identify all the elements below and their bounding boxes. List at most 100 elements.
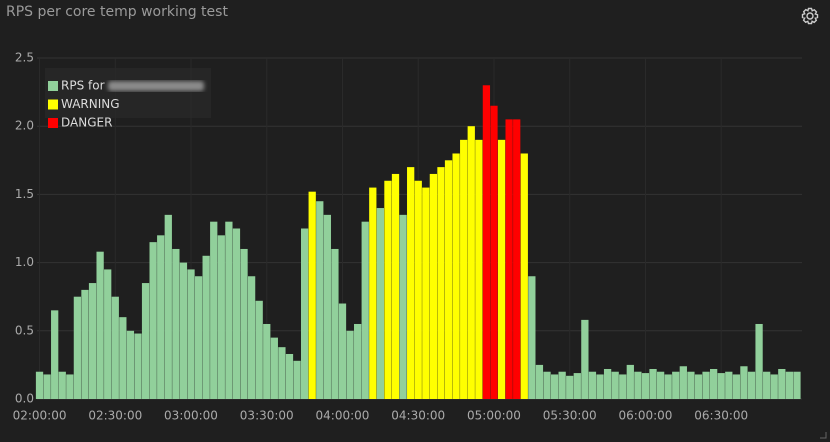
bar (232, 228, 241, 399)
bar (391, 173, 400, 399)
bar (558, 371, 566, 399)
bar (596, 374, 604, 399)
bar (709, 368, 718, 399)
bar (482, 85, 491, 399)
bar (225, 221, 233, 399)
bar (346, 330, 354, 399)
bar (656, 371, 665, 399)
bar (626, 364, 634, 399)
bar (429, 173, 438, 399)
bar (763, 371, 771, 399)
bar (452, 153, 460, 399)
bar (331, 248, 339, 399)
bar (573, 373, 581, 399)
bar (755, 323, 763, 399)
bar (588, 371, 597, 399)
bar (263, 323, 271, 399)
bar (210, 221, 218, 399)
bar (285, 353, 294, 399)
legend-label: WARNING (61, 97, 120, 111)
x-tick-label: 02:30:00 (88, 409, 142, 423)
bar (104, 269, 112, 399)
legend-swatch (48, 81, 58, 91)
bar (490, 105, 498, 400)
bar (316, 201, 324, 399)
bar (300, 228, 309, 399)
bar (58, 371, 66, 399)
bar (323, 214, 331, 399)
bar (247, 276, 256, 399)
x-tick-label: 05:00:00 (467, 409, 521, 423)
y-tick-label: 0.5 (15, 323, 34, 337)
y-tick-label: 0.0 (15, 392, 34, 406)
bar (399, 214, 407, 399)
bar (641, 373, 650, 399)
bar (694, 374, 703, 399)
bar (611, 371, 619, 399)
bar (566, 375, 574, 399)
bar (679, 366, 687, 399)
bar (240, 248, 248, 399)
bar (149, 242, 157, 399)
bar (543, 371, 551, 399)
bar (88, 283, 97, 399)
bar (747, 371, 756, 399)
bar (603, 368, 612, 399)
bar (793, 371, 801, 399)
bar (376, 208, 385, 399)
bar (422, 187, 430, 399)
bar (740, 366, 748, 399)
bar (649, 368, 657, 399)
x-tick-label: 06:00:00 (619, 409, 673, 423)
legend-label: DANGER (61, 116, 112, 130)
bar (202, 255, 210, 399)
bar (444, 160, 453, 399)
bar (770, 374, 778, 399)
bar (217, 235, 225, 399)
y-tick-label: 2.5 (15, 51, 34, 65)
legend-box (45, 68, 211, 118)
bar (361, 221, 369, 399)
y-tick-label: 1.5 (15, 187, 34, 201)
bar (141, 283, 150, 399)
bar (672, 371, 680, 399)
legend-swatch (48, 99, 58, 110)
bar (81, 289, 89, 399)
bar (338, 303, 347, 399)
bar (460, 139, 468, 399)
bar (687, 371, 695, 399)
bar (785, 371, 794, 399)
bar (308, 191, 316, 399)
bar (111, 296, 119, 399)
bar (119, 317, 127, 399)
bar (528, 276, 536, 399)
bar (51, 310, 59, 399)
bar (664, 374, 672, 399)
x-tick-label: 03:00:00 (164, 409, 218, 423)
bar (513, 119, 521, 399)
bar (35, 371, 44, 399)
legend-label: RPS for (61, 79, 105, 93)
redacted-host (108, 81, 204, 91)
bar (550, 374, 559, 399)
bar (520, 153, 528, 399)
bar (717, 373, 725, 399)
bar (414, 180, 422, 399)
bar (293, 360, 301, 399)
bar (732, 374, 740, 399)
bar (43, 374, 51, 399)
bar (255, 300, 263, 399)
bar (172, 248, 180, 399)
bar (505, 119, 513, 399)
bar (369, 187, 377, 399)
bar (535, 364, 544, 399)
x-tick-label: 04:00:00 (316, 409, 370, 423)
resize-handle[interactable] (820, 432, 827, 439)
bar (73, 296, 82, 399)
bar (702, 371, 710, 399)
chart-title: RPS per core temp working test (6, 4, 228, 20)
bar (437, 167, 445, 399)
bar (134, 333, 142, 399)
settings-icon[interactable] (801, 7, 819, 25)
